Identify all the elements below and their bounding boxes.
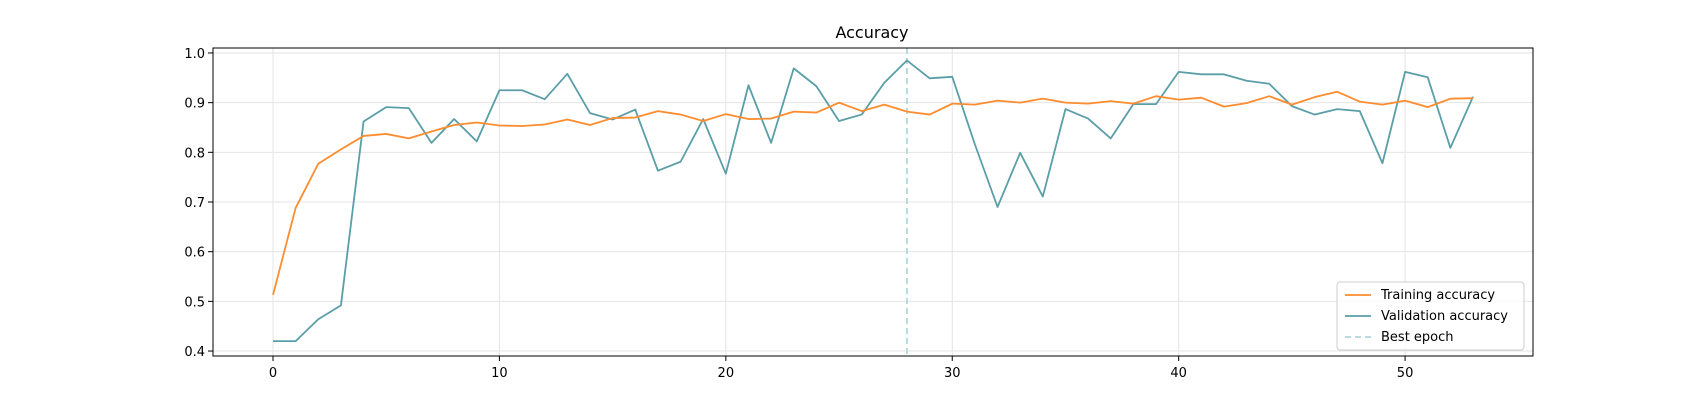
legend-label-best-epoch: Best epoch — [1381, 330, 1454, 345]
legend-box — [1336, 281, 1525, 351]
series-lines — [272, 59, 1474, 343]
y-tick-label: 0.4 — [184, 345, 205, 360]
x-tick-label: 0 — [269, 366, 277, 381]
validation-accuracy-line — [273, 59, 1474, 343]
axis-ticks: 0 10 20 30 40 50 0.4 0.5 0.6 0.7 0.8 0.9 1.0 — [184, 47, 1413, 381]
x-tick-label: 20 — [718, 366, 735, 381]
x-tick-label: 50 — [1397, 366, 1414, 381]
y-tick-label: 0.6 — [184, 246, 205, 261]
y-tick-label: 0.5 — [184, 295, 205, 310]
legend-label-validation: Validation accuracy — [1381, 309, 1508, 324]
y-tick-label: 0.8 — [184, 146, 205, 161]
legend: Training accuracy Validation accuracy Be… — [1336, 281, 1525, 351]
x-tick-label: 30 — [944, 366, 961, 381]
y-tick-label: 1.0 — [184, 47, 205, 62]
legend-label-training: Training accuracy — [1380, 288, 1495, 303]
y-tick-label: 0.9 — [184, 97, 205, 112]
x-tick-label: 10 — [491, 366, 508, 381]
chart-title: Accuracy — [835, 23, 908, 42]
y-tick-label: 0.7 — [184, 196, 205, 211]
training-accuracy-line — [272, 90, 1474, 296]
x-tick-label: 40 — [1170, 366, 1187, 381]
grid-lines — [213, 48, 1533, 356]
